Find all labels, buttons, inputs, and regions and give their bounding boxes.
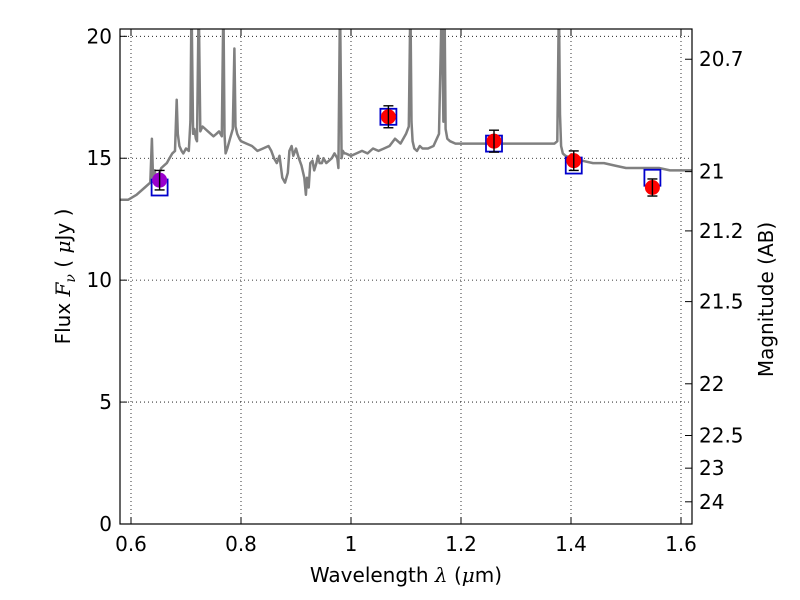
x-tick-label: 1.6 (665, 532, 697, 556)
y-tick-label: 0 (99, 512, 112, 536)
y-tick-label: 15 (87, 146, 112, 170)
x-tick-label: 1.4 (555, 532, 587, 556)
x-tick-label: 0.6 (115, 532, 147, 556)
y2-tick-label: 21.5 (699, 290, 744, 314)
x-tick-label: 1.2 (445, 532, 477, 556)
axis-ticks: 0.6 0.8 1 1.2 1.4 1.6 0 5 10 15 20 20.7 21 21.2 21.5 22… (87, 24, 744, 556)
model-spectrum-line (120, 29, 692, 201)
plot-frame (119, 28, 693, 525)
x-tick-label: 1 (345, 532, 358, 556)
y2-tick-label: 24 (699, 490, 724, 514)
x-tick-label: 0.8 (225, 532, 257, 556)
y2-tick-label: 22.5 (699, 423, 744, 447)
model-spectrum-series (120, 29, 692, 201)
y2-axis-title: Magnitude (AB) (754, 222, 778, 377)
y2-tick-label: 21 (699, 160, 724, 184)
y2-tick-label: 20.7 (699, 47, 744, 71)
photometry-markers (150, 105, 662, 197)
grid (120, 29, 692, 525)
y-tick-label: 5 (99, 390, 112, 414)
y-tick-label: 10 (87, 268, 112, 292)
y2-tick-label: 23 (699, 456, 724, 480)
y-tick-label: 20 (87, 24, 112, 48)
y2-tick-label: 22 (699, 372, 724, 396)
y-axis-title: Flux Fν ( μJy ) (51, 209, 79, 345)
y2-tick-label: 21.2 (699, 219, 744, 243)
x-axis-title: Wavelength λ (μm) (310, 563, 502, 587)
